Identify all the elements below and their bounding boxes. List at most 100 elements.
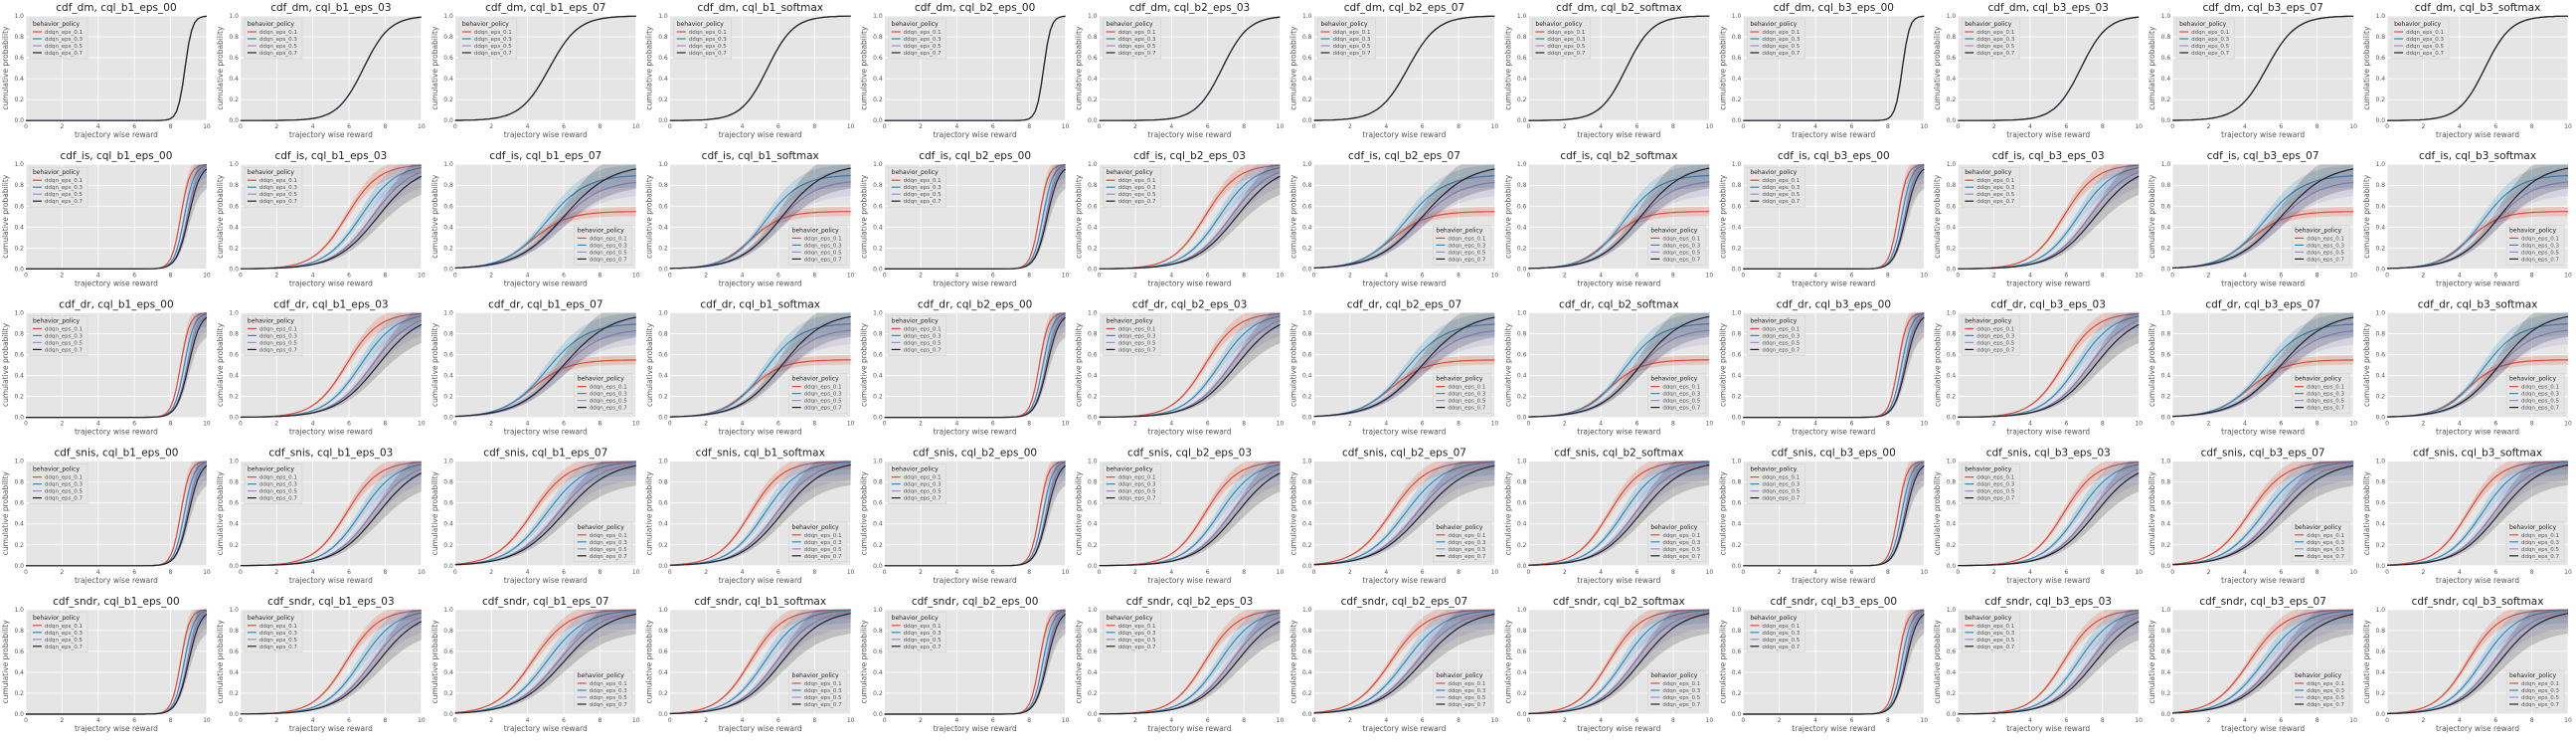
y-tick-label: 0.6 (658, 351, 668, 358)
subplot-title: cdf_sndr, cql_b2_eps_03 (1126, 596, 1254, 608)
legend-entry: ddqn_eps_0.3 (1547, 37, 1585, 43)
confidence-band-ddqn_eps_0.7 (1313, 164, 1495, 269)
x-tick-label: 4 (1169, 569, 1173, 576)
x-tick-label: 0 (2170, 123, 2174, 130)
confidence-band-ddqn_eps_0.3 (1958, 164, 2140, 270)
y-tick-label: 0.2 (658, 96, 668, 103)
x-tick-label: 6 (991, 123, 995, 130)
y-tick-label: 0.0 (1947, 563, 1957, 570)
subplot-title: cdf_is, cql_b1_eps_07 (489, 150, 601, 162)
x-tick-label: 2 (2207, 569, 2211, 576)
legend-entry: ddqn_eps_0.1 (904, 30, 942, 36)
x-tick-label: 6 (1206, 272, 1210, 278)
legend-entry: ddqn_eps_0.5 (2307, 695, 2344, 701)
x-tick-label: 6 (1421, 569, 1425, 576)
x-tick-label: 2 (2422, 421, 2426, 428)
legend-entry: ddqn_eps_0.1 (904, 326, 942, 332)
x-axis-label: trajectory wise reward (2006, 278, 2090, 287)
y-tick-label: 0.6 (443, 649, 453, 655)
y-tick-label: 0.2 (2376, 690, 2386, 697)
x-tick-label: 10 (1920, 272, 1928, 278)
subplot-snis-b2_eps_00: cdf_snis, cql_b2_eps_000 2 4 6 8 100.00.20.40… (860, 448, 1070, 585)
y-tick-label: 0.6 (1947, 500, 1957, 507)
x-tick-label: 10 (2135, 272, 2143, 278)
y-tick-label: 0.8 (658, 330, 668, 337)
x-axis-label: trajectory wise reward (2436, 130, 2519, 139)
confidence-band-ddqn_eps_0.3 (1099, 312, 1281, 418)
y-axis-label: cumulative probability (1718, 174, 1727, 259)
x-axis-label: trajectory wise reward (934, 278, 1017, 287)
x-tick-label: 4 (2458, 717, 2462, 724)
x-tick-label: 6 (1206, 123, 1210, 130)
y-tick-label: 0.6 (229, 500, 239, 507)
x-tick-label: 10 (203, 569, 211, 576)
x-tick-label: 10 (1920, 717, 1928, 724)
x-tick-label: 8 (2316, 123, 2319, 130)
subplot-title: cdf_dm, cql_b3_eps_00 (1774, 2, 1894, 14)
legend-entry: ddqn_eps_0.5 (259, 638, 297, 644)
x-axis-label: trajectory wise reward (2006, 576, 2090, 585)
x-tick-label: 10 (1277, 421, 1285, 428)
x-tick-label: 6 (2279, 421, 2283, 428)
legend-entry: ddqn_eps_0.7 (1662, 406, 1700, 412)
y-tick-label: 0.4 (1088, 669, 1098, 676)
legend-title: behavior_policy (1107, 466, 1153, 473)
x-tick-label: 10 (1491, 123, 1499, 130)
legend: behavior_policyddqn_eps_0.1ddqn_eps_0.3d… (1103, 315, 1161, 356)
subplot-dr-b3_eps_03: cdf_dr, cql_b3_eps_030 2 4 6 8 100.00.20.40.6… (1933, 298, 2143, 436)
x-tick-label: 6 (347, 272, 351, 278)
y-tick-label: 0.6 (1302, 55, 1312, 62)
subplot-title: cdf_sndr, cql_b2_eps_07 (1341, 596, 1468, 608)
legend-entry: ddqn_eps_0.3 (1762, 37, 1800, 43)
confidence-band-ddqn_eps_0.1 (1743, 461, 1925, 566)
confidence-band-ddqn_eps_0.3 (669, 609, 851, 714)
y-tick-label: 0.2 (14, 542, 24, 549)
legend-entry: ddqn_eps_0.1 (1118, 624, 1156, 630)
y-tick-label: 0.8 (1732, 628, 1742, 635)
confidence-band-ddqn_eps_0.5 (454, 609, 636, 714)
y-tick-label: 0.2 (658, 690, 668, 697)
x-tick-label: 0 (1956, 421, 1960, 428)
subplot-title: cdf_sndr, cql_b2_softmax (1553, 596, 1685, 608)
y-tick-label: 0.4 (658, 224, 668, 231)
confidence-band-ddqn_eps_0.1 (1099, 312, 1281, 418)
x-tick-label: 0 (453, 717, 457, 724)
series-line-ddqn_eps_0.7 (669, 613, 851, 715)
confidence-band-ddqn_eps_0.5 (1528, 316, 1710, 418)
y-tick-label: 0.8 (2161, 330, 2171, 337)
y-tick-label: 1.0 (1947, 459, 1957, 465)
y-tick-label: 0.6 (443, 203, 453, 210)
subplot-title: cdf_dr, cql_b2_eps_07 (1347, 298, 1461, 310)
legend-entry: ddqn_eps_0.7 (1762, 347, 1800, 353)
subplot-title: cdf_is, cql_b2_eps_07 (1348, 150, 1460, 162)
y-tick-label: 0.0 (2376, 117, 2386, 124)
subplot-dr-b1_eps_03: cdf_dr, cql_b1_eps_030 2 4 6 8 100.00.20.40.6… (216, 298, 426, 436)
confidence-band-ddqn_eps_0.3 (1099, 461, 1281, 566)
subplot-title: cdf_snis, cql_b3_eps_03 (1986, 448, 2111, 460)
y-tick-label: 1.0 (1732, 161, 1742, 168)
x-axis-label: trajectory wise reward (2221, 724, 2305, 733)
confidence-band-ddqn_eps_0.1 (1743, 609, 1925, 714)
y-tick-label: 0.0 (1302, 711, 1312, 718)
y-tick-label: 0.4 (2376, 373, 2386, 380)
legend-entry: ddqn_eps_0.1 (2521, 236, 2559, 242)
legend: behavior_policyddqn_eps_0.1ddqn_eps_0.3d… (1103, 166, 1161, 208)
x-tick-label: 2 (1778, 421, 1782, 428)
legend-entry: ddqn_eps_0.7 (804, 257, 842, 263)
y-tick-label: 0.8 (873, 330, 883, 337)
x-tick-label: 2 (1778, 569, 1782, 576)
x-tick-label: 8 (2530, 123, 2534, 130)
series-line-ddqn_eps_0.7 (26, 464, 208, 567)
legend-title: behavior_policy (1107, 21, 1153, 28)
y-tick-label: 0.8 (14, 628, 24, 635)
x-tick-label: 2 (1992, 123, 1996, 130)
x-tick-label: 2 (1133, 717, 1137, 724)
x-axis-label: trajectory wise reward (1577, 428, 1660, 437)
y-tick-label: 0.4 (1732, 224, 1742, 231)
y-tick-label: 0.4 (14, 669, 24, 676)
y-tick-label: 0.0 (658, 266, 668, 273)
y-tick-label: 0.8 (1088, 330, 1098, 337)
y-tick-label: 0.6 (873, 203, 883, 210)
y-tick-label: 0.6 (1517, 649, 1527, 655)
